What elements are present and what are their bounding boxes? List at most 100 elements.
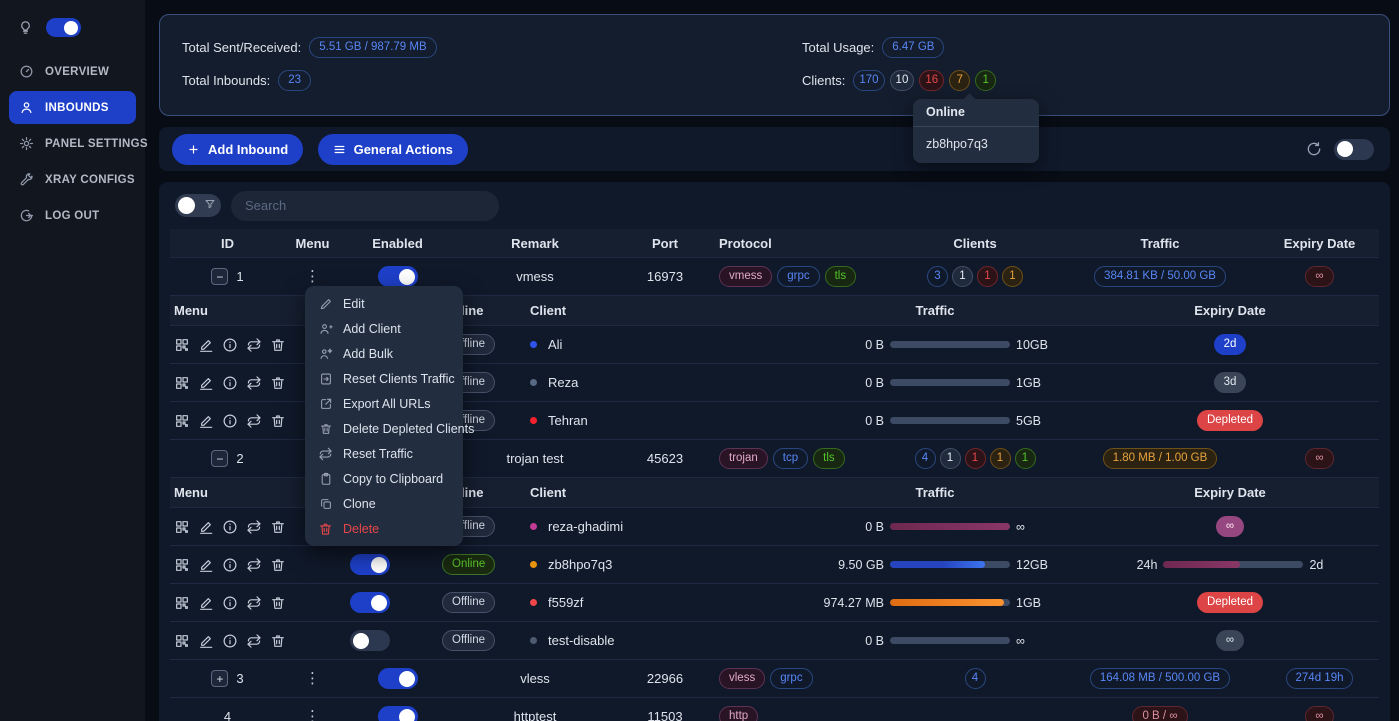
trash-icon[interactable] (270, 595, 286, 611)
client-count-badge[interactable]: 1 (1002, 266, 1023, 287)
pencil-line-icon[interactable] (198, 595, 214, 611)
pencil-line-icon[interactable] (198, 519, 214, 535)
clients-count-badge[interactable]: 16 (919, 70, 945, 91)
trash-icon[interactable] (270, 519, 286, 535)
swap-icon[interactable] (246, 595, 262, 611)
menu-item-add-bulk[interactable]: Add Bulk (305, 341, 463, 366)
toolbar: Add Inbound General Actions (159, 127, 1390, 171)
qr-icon[interactable] (174, 375, 190, 391)
pencil-line-icon[interactable] (198, 375, 214, 391)
swap-icon (318, 446, 333, 462)
pencil-line-icon[interactable] (198, 557, 214, 573)
trash-icon[interactable] (270, 633, 286, 649)
enabled-toggle[interactable] (377, 668, 418, 689)
menu-item-edit[interactable]: Edit (305, 291, 463, 316)
client-enabled-toggle[interactable] (350, 630, 390, 651)
pencil-line-icon[interactable] (198, 337, 214, 353)
info-icon[interactable] (222, 413, 238, 429)
sidebar-item-panel-settings[interactable]: PANEL SETTINGS (9, 127, 148, 160)
row-menu-button[interactable]: ⋮ (305, 670, 320, 687)
enabled-toggle[interactable] (377, 266, 418, 287)
stats-card: Total Sent/Received: 5.51 GB / 987.79 MB… (159, 14, 1390, 116)
swap-icon[interactable] (246, 557, 262, 573)
trash-icon[interactable] (270, 375, 286, 391)
clients-count-badge[interactable]: 7 (949, 70, 971, 91)
swap-icon[interactable] (246, 519, 262, 535)
qr-icon[interactable] (174, 337, 190, 353)
menu-item-clone[interactable]: Clone (305, 491, 463, 516)
clients-count-badge[interactable]: 1 (975, 70, 997, 91)
client-count-badge[interactable]: 1 (1014, 448, 1036, 469)
traffic-cap: ∞ (1016, 633, 1025, 648)
sidebar-item-xray-configs[interactable]: XRAY CONFIGS (9, 163, 136, 196)
menu-item-delete[interactable]: Delete (305, 516, 463, 541)
filter-toggle[interactable] (175, 194, 221, 217)
sidebar-item-overview[interactable]: OVERVIEW (9, 55, 136, 88)
theme-toggle[interactable] (46, 18, 81, 37)
client-enabled-toggle[interactable] (350, 592, 390, 613)
sidebar-item-log-out[interactable]: LOG OUT (9, 199, 136, 232)
inbound-id-cell: +3 (170, 670, 285, 687)
client-count-badge[interactable]: 3 (927, 266, 948, 287)
swap-icon[interactable] (246, 413, 262, 429)
traffic-cap: 1GB (1016, 595, 1042, 610)
client-count-badge[interactable]: 4 (914, 448, 936, 469)
enabled-toggle[interactable] (377, 706, 418, 721)
info-icon[interactable] (222, 595, 238, 611)
client-actions (170, 413, 310, 429)
expiry-left-label: 24h (1136, 557, 1158, 572)
info-icon[interactable] (222, 557, 238, 573)
menu-item-add-client[interactable]: Add Client (305, 316, 463, 341)
protocol-tags: vmess grpc tls (715, 266, 890, 287)
trash-icon[interactable] (270, 557, 286, 573)
client-count-badge[interactable]: 1 (977, 266, 998, 287)
menu-item-reset-traffic[interactable]: Reset Traffic (305, 441, 463, 466)
expand-plus-icon[interactable]: + (211, 670, 229, 687)
swap-icon[interactable] (246, 633, 262, 649)
client-row: Offline f559zf 974.27 MB 1GB Depleted (170, 583, 1379, 621)
client-expiry-cell: 2d (1080, 334, 1380, 355)
pencil-line-icon[interactable] (198, 633, 214, 649)
auto-refresh-toggle[interactable] (1334, 138, 1374, 160)
refresh-icon[interactable] (1306, 141, 1322, 157)
client-count-badge[interactable]: 1 (952, 266, 973, 287)
swap-icon[interactable] (246, 337, 262, 353)
client-count-badge[interactable]: 1 (989, 448, 1011, 469)
pencil-line-icon[interactable] (198, 413, 214, 429)
info-icon[interactable] (222, 633, 238, 649)
client-actions (170, 337, 310, 353)
menu-item-export-all-urls[interactable]: Export All URLs (305, 391, 463, 416)
add-inbound-button[interactable]: Add Inbound (172, 133, 304, 165)
qr-icon[interactable] (174, 519, 190, 535)
client-count-badge[interactable]: 1 (964, 448, 986, 469)
general-actions-button[interactable]: General Actions (317, 133, 468, 165)
expand-minus-icon[interactable]: − (211, 450, 229, 467)
client-color-dot (530, 417, 537, 424)
qr-icon[interactable] (174, 595, 190, 611)
qr-icon[interactable] (174, 413, 190, 429)
client-count-badge[interactable]: 4 (964, 668, 986, 689)
menu-item-reset-clients-traffic[interactable]: Reset Clients Traffic (305, 366, 463, 391)
trash-icon[interactable] (270, 413, 286, 429)
info-icon[interactable] (222, 519, 238, 535)
row-menu-button[interactable]: ⋮ (305, 708, 320, 721)
swap-icon[interactable] (246, 375, 262, 391)
sidebar-item-inbounds[interactable]: INBOUNDS (9, 91, 136, 124)
clients-count-badge[interactable]: 10 (889, 70, 915, 91)
info-icon[interactable] (222, 375, 238, 391)
sidebar-nav: OVERVIEW INBOUNDS PANEL SETTINGS XRAY CONFI… (9, 55, 148, 232)
client-enabled-toggle[interactable] (350, 554, 390, 575)
expand-minus-icon[interactable]: − (211, 268, 229, 285)
qr-icon[interactable] (174, 633, 190, 649)
qr-icon[interactable] (174, 557, 190, 573)
subcol-client: Client (530, 485, 567, 500)
menu-item-delete-depleted-clients[interactable]: Delete Depleted Clients (305, 416, 474, 441)
client-count-badge[interactable]: 1 (939, 448, 961, 469)
menu-item-copy-to-clipboard[interactable]: Copy to Clipboard (305, 466, 463, 491)
search-input[interactable] (231, 190, 499, 221)
trash-icon[interactable] (270, 337, 286, 353)
row-menu-button[interactable]: ⋮ (305, 268, 320, 285)
client-color-dot (530, 341, 537, 348)
info-icon[interactable] (222, 337, 238, 353)
clients-count-badge[interactable]: 170 (853, 70, 885, 91)
